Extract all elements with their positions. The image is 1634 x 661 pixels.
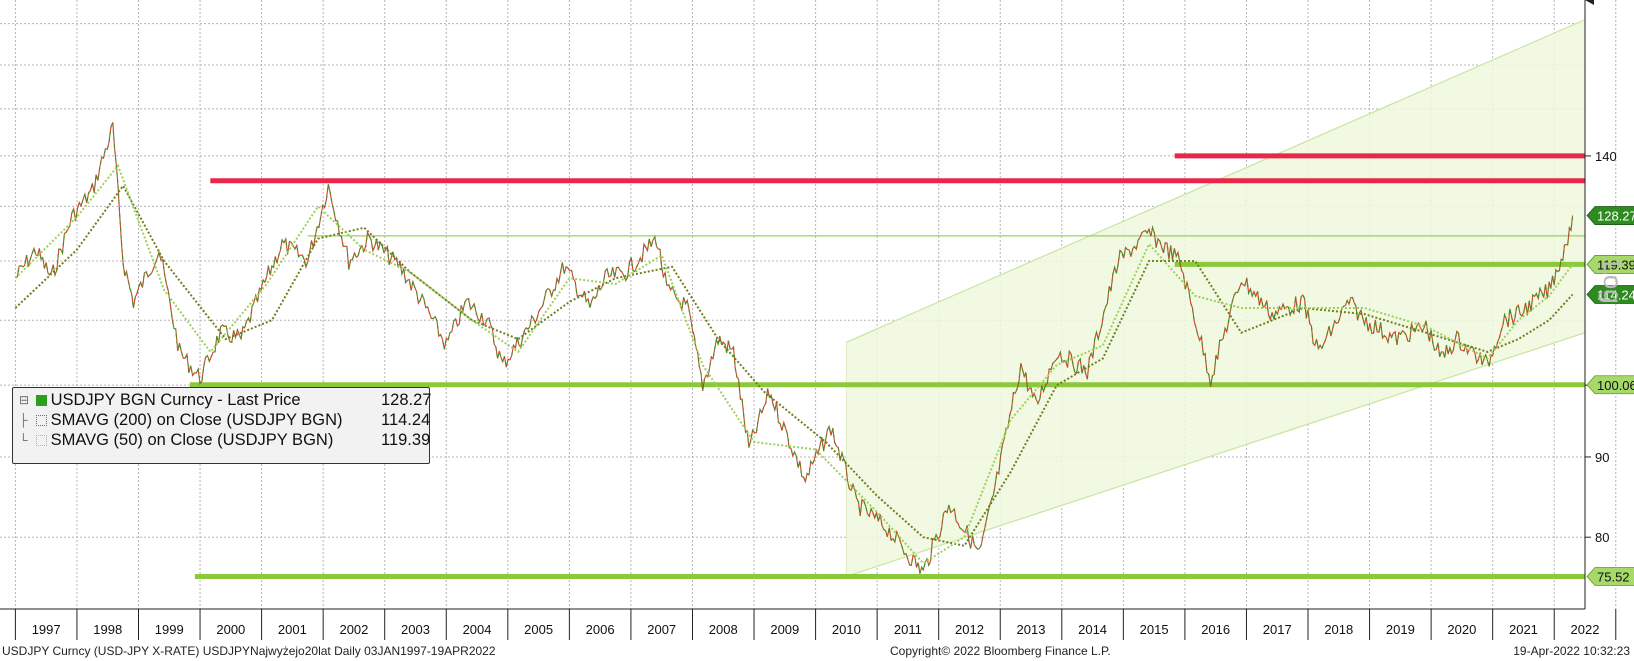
tree-branch-icon: ├ [19, 413, 28, 427]
tree-branch-icon: └ [19, 433, 28, 447]
trend-channel [845, 19, 1586, 578]
year-label: 2018 [1324, 622, 1353, 637]
year-label: 2011 [894, 622, 922, 637]
year-label: 2016 [1201, 622, 1230, 637]
year-label: 2010 [832, 622, 861, 637]
legend-label: SMAVG (200) on Close (USDJPY BGN) [50, 411, 343, 429]
price-series [14, 122, 1574, 574]
price-tag-box [1586, 375, 1634, 395]
channel-fill [846, 19, 1585, 577]
last-price-line [15, 122, 1574, 574]
price-tag-box [1586, 285, 1634, 304]
legend-swatch-sma200 [35, 415, 47, 426]
price-tag-box [1586, 567, 1634, 586]
year-label: 2002 [339, 622, 368, 637]
year-label: 2014 [1078, 622, 1107, 637]
legend-value: 119.39 [381, 431, 431, 449]
year-label: 2020 [1447, 622, 1476, 637]
footer-security-info: USDJPY Curncy (USD-JPY X-RATE) USDJPYNaj… [2, 644, 496, 658]
year-label: 2006 [586, 622, 615, 637]
price-tag-box [1586, 206, 1634, 225]
year-label: 2004 [463, 622, 492, 637]
year-label: 2000 [216, 622, 245, 637]
year-label: 2001 [278, 622, 307, 637]
price-tag-label: 100.06 [1597, 378, 1634, 393]
legend-label: SMAVG (50) on Close (USDJPY BGN) [50, 431, 334, 449]
price-tags: 128.27 119.39 114.24 100.06 75.52 [1586, 206, 1634, 586]
price-tag-label: 128.27 [1597, 209, 1634, 224]
axis-arrow-icon [1585, 0, 1594, 5]
legend-item-sma200: ├ SMAVG (200) on Close (USDJPY BGN) 114.… [19, 410, 430, 430]
footer-timestamp: 19-Apr-2022 10:32:23 [1513, 644, 1630, 658]
year-label: 2013 [1017, 622, 1046, 637]
year-label: 2005 [524, 622, 553, 637]
legend-item-sma50: └ SMAVG (50) on Close (USDJPY BGN) 119.3… [19, 430, 430, 450]
year-label: 1998 [93, 622, 122, 637]
price-tag-label: 114.24 [1597, 287, 1634, 302]
y-tick-label: 80 [1595, 530, 1609, 545]
x-axis-ticks: 1997 1998 1999 2000 2001 2002 2003 2004 2005 2006… [14, 609, 1617, 640]
legend-value: 114.24 [381, 411, 431, 429]
price-tag-label: 75.52 [1597, 569, 1630, 584]
legend-swatch-sma50 [35, 435, 47, 446]
year-label: 2019 [1386, 622, 1415, 637]
year-label: 2015 [1140, 622, 1169, 637]
sma200-line [14, 183, 1574, 547]
year-label: 2009 [770, 622, 799, 637]
chart-legend: ⊟ USDJPY BGN Curncy - Last Price 128.27 … [12, 387, 431, 464]
year-label: 2007 [647, 622, 676, 637]
log-scale-label: Log [1598, 260, 1628, 303]
year-label: 1999 [155, 622, 184, 637]
year-label: 2012 [955, 622, 984, 637]
y-tick-label: 90 [1595, 450, 1609, 465]
price-tag-box [1586, 255, 1634, 274]
support-resistance-lines [189, 153, 1585, 579]
price-tag-label: 119.39 [1597, 257, 1634, 272]
tree-collapse-icon: ⊟ [19, 393, 30, 407]
year-label: 2008 [709, 622, 738, 637]
y-tick-label: 140 [1595, 149, 1617, 164]
year-label: 2017 [1263, 622, 1292, 637]
sma50-line [14, 163, 1574, 565]
legend-label: USDJPY BGN Curncy - Last Price [50, 391, 301, 409]
year-label: 2022 [1571, 622, 1600, 637]
year-label: 2021 [1509, 622, 1538, 637]
year-label: 2003 [401, 622, 430, 637]
legend-item-last-price: ⊟ USDJPY BGN Curncy - Last Price 128.27 [19, 390, 431, 410]
legend-value: 128.27 [381, 391, 432, 409]
axes [0, 0, 1594, 610]
year-label: 1997 [32, 622, 61, 637]
legend-swatch-last-price [35, 395, 47, 406]
footer-copyright: Copyright© 2022 Bloomberg Finance L.P. [890, 644, 1111, 658]
